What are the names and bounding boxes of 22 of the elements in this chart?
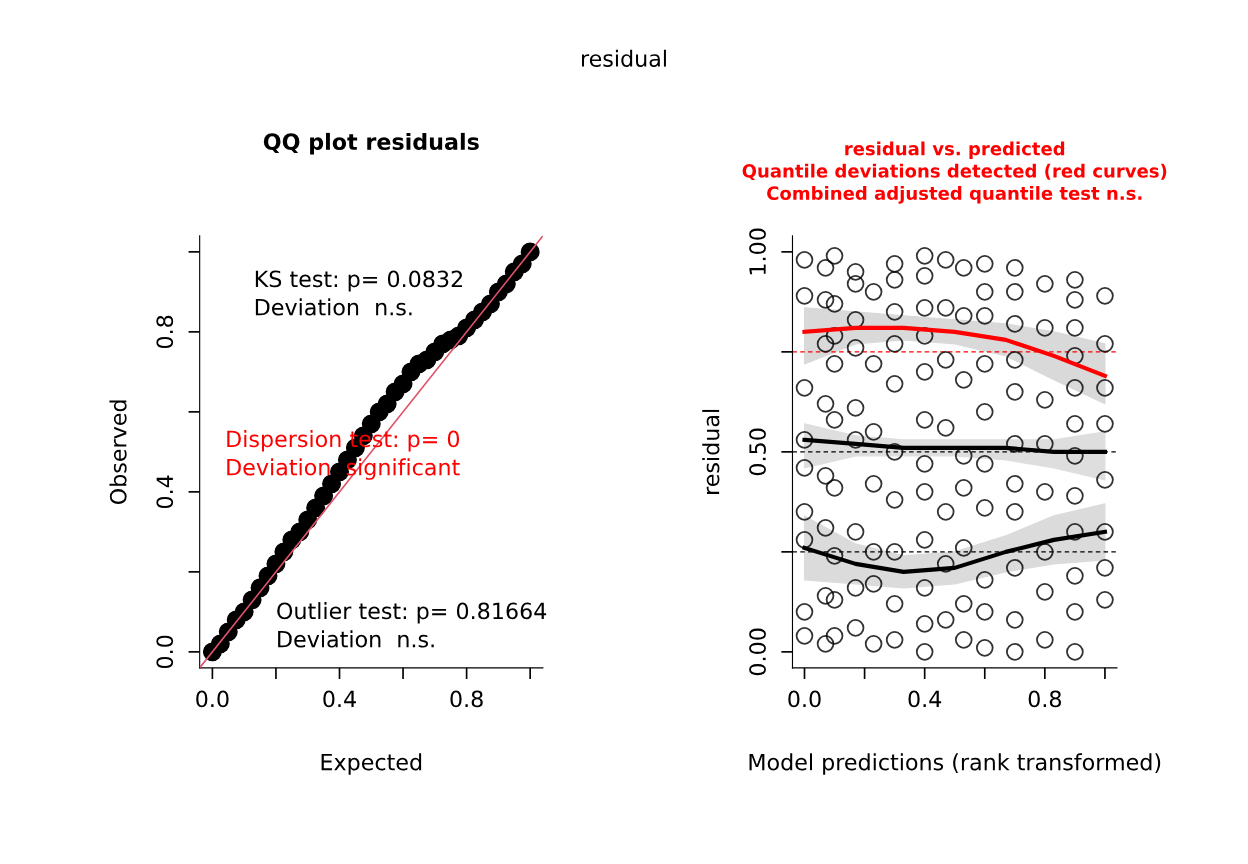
annotation: Outlier test: p= 0.81664 Deviation n.s. bbox=[277, 602, 547, 648]
y-tick-label: 0.4 bbox=[156, 475, 174, 509]
x-tick-label: 0.8 bbox=[450, 690, 483, 708]
annotation: KS test: p= 0.0832 Deviation n.s. bbox=[255, 270, 462, 316]
chart-title: QQ plot residuals bbox=[263, 132, 479, 155]
x-axis-title: Expected bbox=[321, 753, 422, 775]
y-axis-title: Observed bbox=[109, 400, 127, 505]
y-tick-label: 0.50 bbox=[749, 428, 766, 476]
x-tick-label: 0.4 bbox=[323, 690, 356, 708]
y-tick-label: 0.8 bbox=[156, 315, 174, 349]
x-tick-label: 0.8 bbox=[1028, 690, 1061, 708]
y-tick-label: 0.0 bbox=[156, 635, 174, 669]
x-tick-label: 0.0 bbox=[196, 690, 229, 708]
y-tick-label: 0.00 bbox=[749, 628, 766, 676]
chart-subtitle: Quantile deviations detected (red curves) Combined adjusted quantile test n.s. bbox=[742, 163, 1167, 204]
x-axis-title: Model predictions (rank transformed) bbox=[749, 753, 1161, 775]
text: residual bbox=[582, 49, 666, 67]
x-tick-label: 0.4 bbox=[908, 690, 942, 708]
y-axis-title: residual bbox=[702, 409, 720, 494]
x-tick-label: 0.0 bbox=[788, 690, 821, 708]
chart-title: residual vs. predicted bbox=[845, 141, 1065, 159]
y-tick-label: 1.00 bbox=[749, 228, 766, 275]
